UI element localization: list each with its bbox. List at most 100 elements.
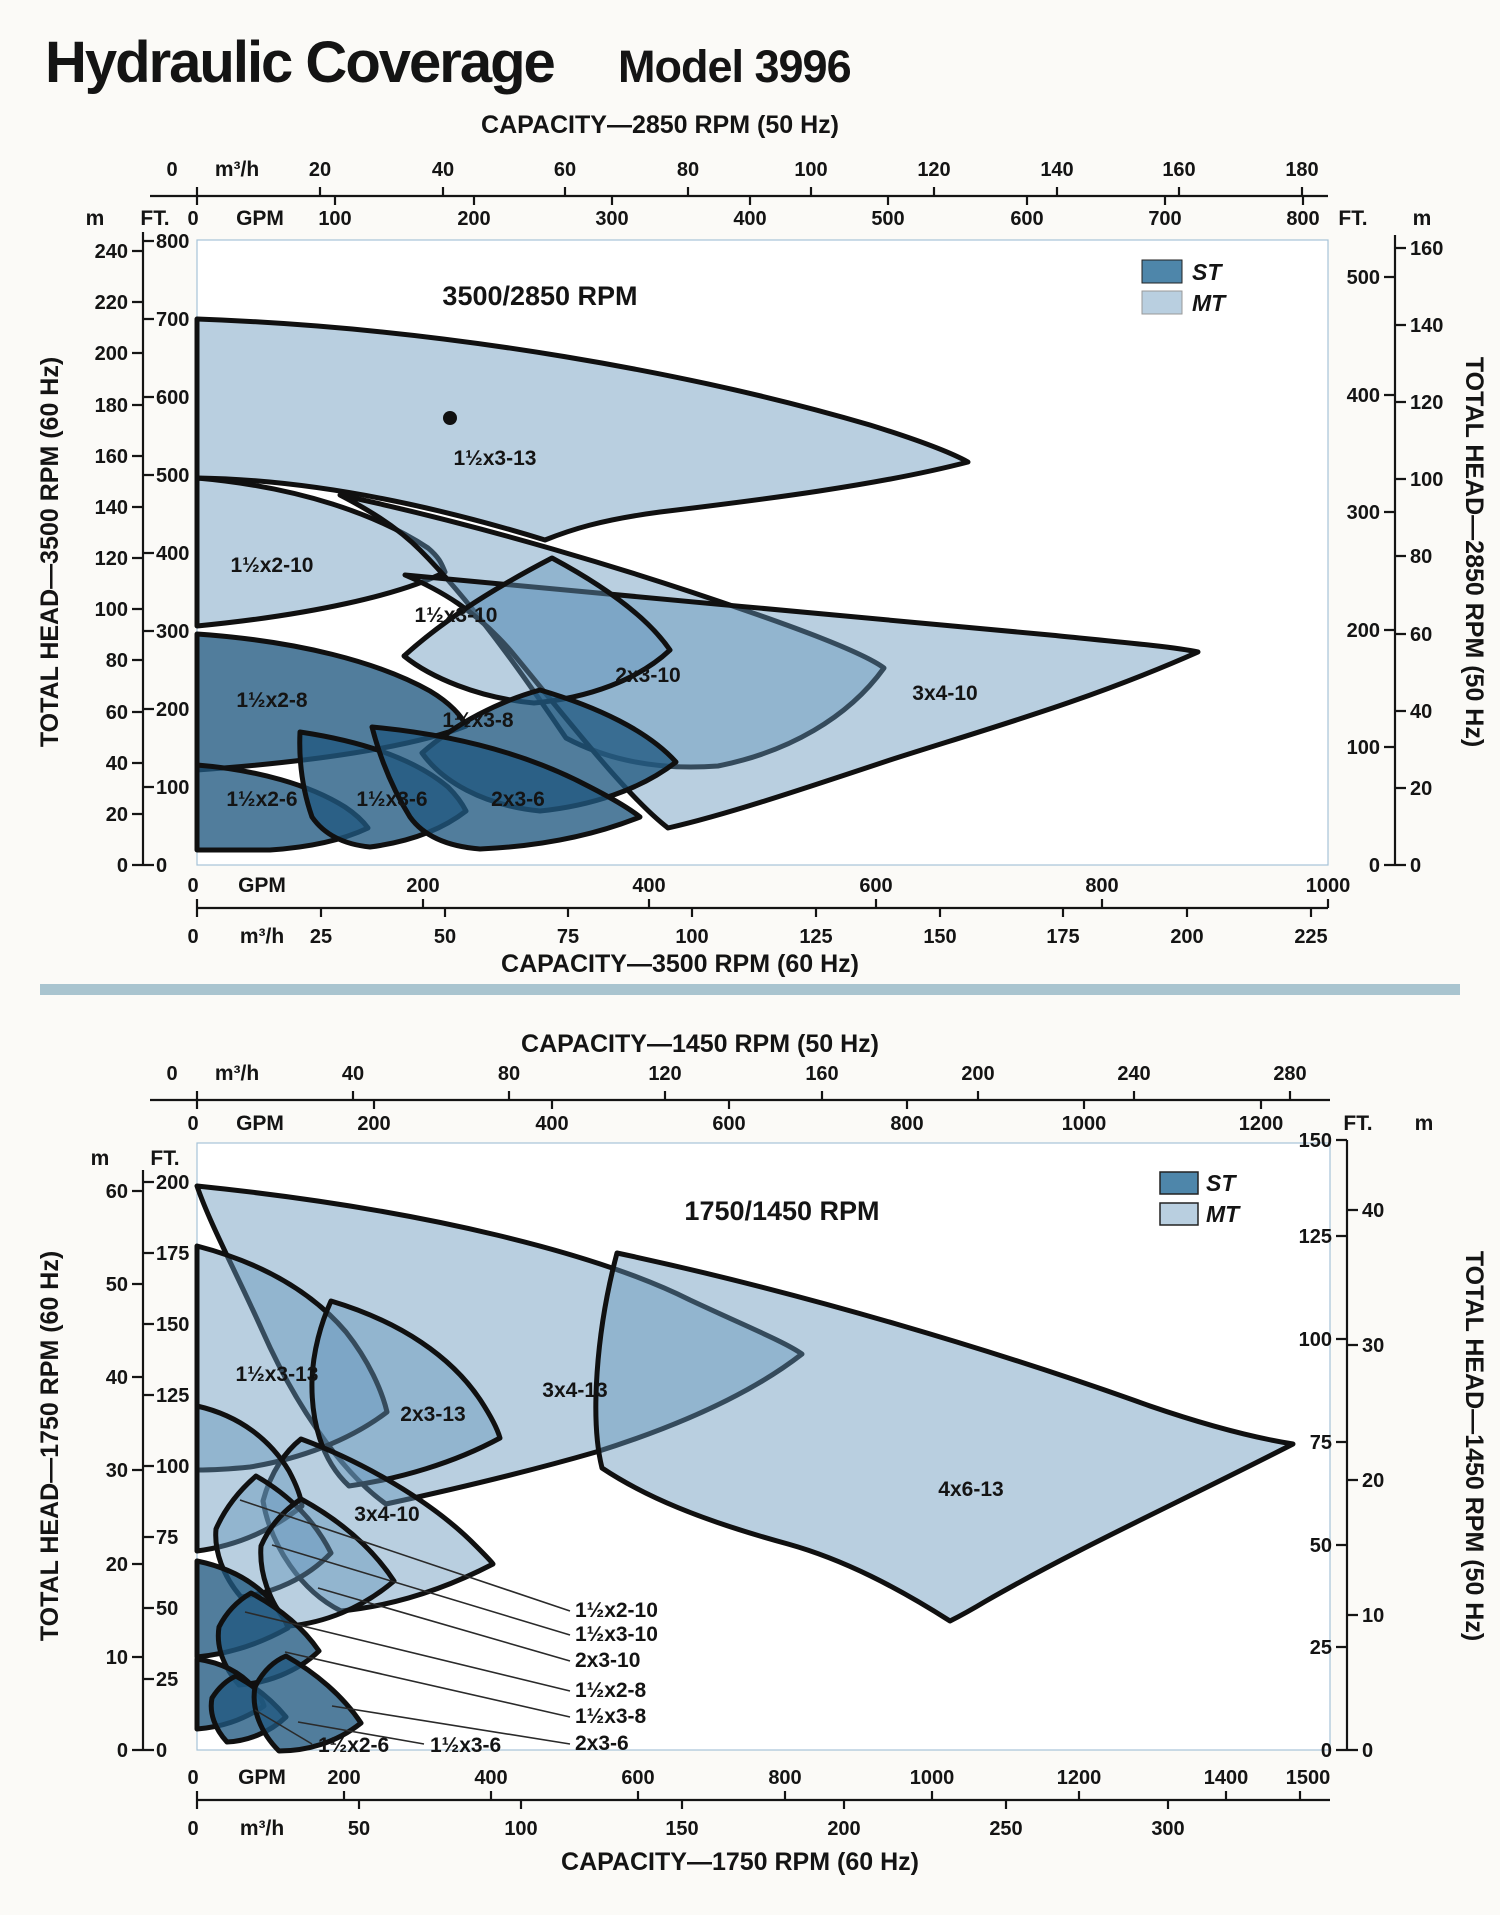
tick-label: 120 xyxy=(917,159,950,181)
bottom-left-m-labels: 60 50 40 30 20 10 0 xyxy=(106,1181,128,1762)
tick-label: 100 xyxy=(504,1818,537,1840)
tick-label: 160 xyxy=(95,446,128,468)
tick-label: 1200 xyxy=(1239,1113,1284,1135)
tick-label: 800 xyxy=(1286,208,1319,230)
svg-text:1½x3-8: 1½x3-8 xyxy=(575,1705,647,1728)
tick-label: 175 xyxy=(1046,926,1079,948)
top-bottom-m3h-labels: 0 25 50 75 100 125 150 175 200 225 xyxy=(187,926,1327,948)
top-bottom-gpm-labels: 0 200 400 600 800 1000 xyxy=(187,875,1350,897)
tick-label: 140 xyxy=(1040,159,1073,181)
svg-text:1½x2-8: 1½x2-8 xyxy=(575,1679,647,1702)
region-label: 1½x3-8 xyxy=(442,709,514,732)
tick-label: 125 xyxy=(799,926,832,948)
tick-label: 140 xyxy=(95,497,128,519)
tick-label: 200 xyxy=(156,699,189,721)
svg-text:1½x2-6: 1½x2-6 xyxy=(318,1734,389,1757)
gpm-unit-label: GPM xyxy=(238,1766,286,1789)
m3h-unit-label: m³/h xyxy=(215,158,259,181)
tick-label: 140 xyxy=(1410,315,1443,337)
tick-label: 0 xyxy=(1410,855,1421,877)
tick-label: 800 xyxy=(768,1767,801,1789)
tick-label: 100 xyxy=(675,926,708,948)
tick-label: 75 xyxy=(156,1527,178,1549)
tick-label: 20 xyxy=(309,159,331,181)
tick-label: 500 xyxy=(1347,267,1380,289)
bottom-chart-legend: ST MT xyxy=(1146,1160,1266,1238)
tick-label: 60 xyxy=(106,702,128,724)
bottom-gpm-bottom-labels: 0 200 400 600 800 1000 1200 1400 1500 xyxy=(187,1767,1330,1789)
tick-label: 0 xyxy=(187,1767,198,1789)
tick-label: 1000 xyxy=(1306,875,1351,897)
gpm-unit-label: GPM xyxy=(236,1112,284,1135)
tick-label: 400 xyxy=(632,875,665,897)
tick-label: 100 xyxy=(318,208,351,230)
m3h-unit-label: m³/h xyxy=(240,925,284,948)
region-label: 1½x3-10 xyxy=(415,604,498,627)
envelope-2x3-6-bottom xyxy=(251,1653,364,1754)
envelope-3x4-13-bottom xyxy=(194,1183,805,1507)
tick-label: 10 xyxy=(1362,1605,1384,1627)
svg-text:1½x2-10: 1½x2-10 xyxy=(575,1599,658,1622)
tick-label: 40 xyxy=(342,1063,364,1085)
tick-label: 300 xyxy=(595,208,628,230)
st-legend-label: ST xyxy=(1192,259,1223,285)
tick-label: 200 xyxy=(457,208,490,230)
bottom-gpm-top-labels: 0 200 400 600 800 1000 1200 xyxy=(187,1113,1283,1135)
tick-label: 160 xyxy=(1162,159,1195,181)
tick-label: 800 xyxy=(890,1113,923,1135)
tick-label: 0 xyxy=(187,208,198,230)
tick-label: 0 xyxy=(187,926,198,948)
region-label: 3x4-13 xyxy=(542,1379,607,1402)
gpm-unit-label: GPM xyxy=(236,207,284,230)
tick-label: 0 xyxy=(1369,855,1380,877)
svg-text:2x3-6: 2x3-6 xyxy=(575,1732,629,1755)
tick-label: 250 xyxy=(989,1818,1022,1840)
tick-label: 10 xyxy=(106,1647,128,1669)
tick-label: 400 xyxy=(156,543,189,565)
tick-label: 25 xyxy=(1310,1637,1332,1659)
top-chart-gpm-tickmarks xyxy=(195,196,1305,205)
tick-label: 40 xyxy=(1362,1200,1384,1222)
tick-label: 120 xyxy=(1410,392,1443,414)
callout-leader-lines xyxy=(239,1499,571,1745)
st-swatch xyxy=(1141,259,1183,284)
mt-swatch xyxy=(1159,1202,1199,1226)
top-rpm-banner: 3500/2850 RPM xyxy=(442,281,637,311)
tick-label: 180 xyxy=(1285,159,1318,181)
tick-label: 125 xyxy=(156,1385,189,1407)
tick-label: 0 xyxy=(187,1113,198,1135)
bottom-right-ft-tickmarks xyxy=(1336,1138,1347,1752)
m3h-unit-label: m³/h xyxy=(240,1817,284,1840)
tick-label: 80 xyxy=(498,1063,520,1085)
region-label: 1½x3-13 xyxy=(454,447,537,470)
tick-label: 160 xyxy=(1410,238,1443,260)
bottom-m3h-bottom-tickmarks xyxy=(195,1800,1170,1809)
tick-label: 180 xyxy=(95,395,128,417)
envelope-2x3-13-bottom xyxy=(309,1298,503,1489)
tick-label: 40 xyxy=(106,1367,128,1389)
tick-label: 200 xyxy=(1347,620,1380,642)
region-label: 2x3-10 xyxy=(615,664,680,687)
tick-label: 150 xyxy=(156,1314,189,1336)
tick-label: 400 xyxy=(1347,385,1380,407)
tick-label: 1000 xyxy=(910,1767,955,1789)
top-right-ft-tickmarks xyxy=(1384,275,1395,867)
tick-label: 80 xyxy=(1410,546,1432,568)
tick-label: 225 xyxy=(1294,926,1327,948)
tick-label: 220 xyxy=(95,292,128,314)
region-label: 4x6-13 xyxy=(938,1478,1003,1501)
tick-label: 0 xyxy=(187,1818,198,1840)
tick-label: 160 xyxy=(805,1063,838,1085)
tick-label: 500 xyxy=(871,208,904,230)
tick-label: 25 xyxy=(156,1669,178,1691)
top-bottom-m3h-tickmarks xyxy=(195,908,1313,917)
tick-label: 150 xyxy=(665,1818,698,1840)
tick-label: 100 xyxy=(156,1456,189,1478)
tick-label: 400 xyxy=(474,1767,507,1789)
tick-label: 120 xyxy=(95,548,128,570)
tick-label: 200 xyxy=(327,1767,360,1789)
tick-label: 800 xyxy=(156,231,189,253)
tick-label: 200 xyxy=(357,1113,390,1135)
envelope-3x4-10-bottom xyxy=(260,1436,496,1614)
tick-label: 20 xyxy=(106,804,128,826)
